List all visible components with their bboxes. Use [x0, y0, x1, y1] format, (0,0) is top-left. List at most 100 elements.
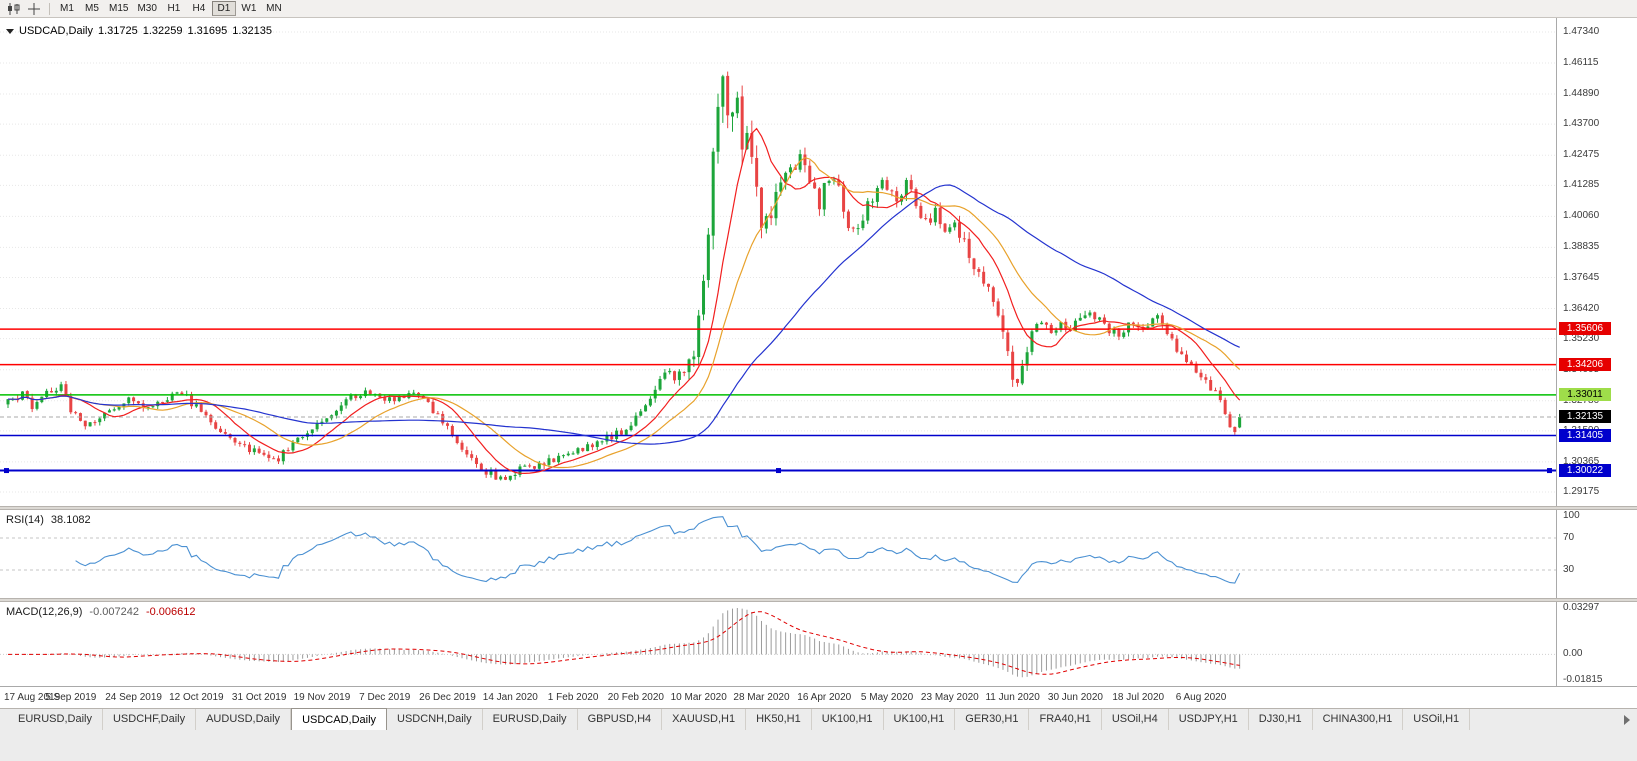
crosshair-icon[interactable]	[24, 2, 44, 16]
date-axis-label: 19 Nov 2019	[293, 692, 351, 703]
price-axis-label: 1.42475	[1563, 149, 1600, 161]
date-axis-label: 1 Feb 2020	[547, 692, 599, 703]
macd-canvas[interactable]	[0, 602, 1556, 686]
rsi-axis-label: 30	[1563, 564, 1575, 575]
date-axis-label: 14 Jan 2020	[482, 692, 538, 703]
price-level-badge: 1.34206	[1559, 357, 1611, 371]
rsi-value: 38.1082	[50, 514, 91, 526]
tab-china300-h1[interactable]: CHINA300,H1	[1313, 709, 1404, 730]
rsi-label: RSI(14)	[6, 514, 44, 526]
date-axis-label: 28 Mar 2020	[733, 692, 790, 703]
ohlc-close-value: 1.32135	[232, 25, 273, 37]
date-axis-label: 31 Oct 2019	[231, 692, 287, 703]
ohlc-open-value: 1.31725	[97, 25, 138, 37]
date-axis-label: 16 Apr 2020	[797, 692, 852, 703]
tab-usdchf-daily[interactable]: USDCHF,Daily	[103, 709, 197, 730]
chart-symbol-label: USDCAD,Daily	[19, 25, 93, 37]
timeframe-m15-button[interactable]: M15	[109, 3, 129, 14]
rsi-axis-label: 70	[1563, 532, 1575, 543]
timeframe-h4-button[interactable]: H4	[192, 3, 206, 14]
chart-tabs-row: EURUSD,Daily USDCHF,Daily AUDUSD,Daily USDC…	[0, 708, 1637, 730]
timeframe-m1-button[interactable]: M1	[60, 3, 74, 14]
date-axis-label: 30 Jun 2020	[1047, 692, 1103, 703]
tab-usdcnh-daily[interactable]: USDCNH,Daily	[387, 709, 483, 730]
price-axis-label: 1.29175	[1563, 486, 1600, 497]
timeframe-m5-button[interactable]: M5	[85, 3, 99, 14]
date-axis-label: 10 Mar 2020	[670, 692, 727, 703]
tab-xauusd-h1[interactable]: XAUUSD,H1	[662, 709, 747, 730]
tab-fra40-h1[interactable]: FRA40,H1	[1029, 709, 1102, 730]
timeframe-mn-button[interactable]: MN	[266, 3, 282, 14]
rsi-panel[interactable]: RSI(14) 38.1082	[0, 510, 1556, 598]
tab-eurusd-daily[interactable]: EURUSD,Daily	[8, 709, 103, 730]
tab-usoil-h4[interactable]: USOil,H4	[1102, 709, 1169, 730]
date-axis-label: 20 Feb 2020	[607, 692, 664, 703]
price-chart-panel[interactable]: USDCAD,Daily 1.31725 1.32259 1.31695 1.3…	[0, 18, 1556, 506]
timeframe-h1-button[interactable]: H1	[167, 3, 181, 14]
macd-axis-label: 0.03297	[1563, 602, 1600, 613]
rsi-axis[interactable]: 100 70 30	[1556, 510, 1637, 598]
tab-dj30-h1[interactable]: DJ30,H1	[1249, 709, 1313, 730]
macd-panel[interactable]: MACD(12,26,9) -0.007242 -0.006612	[0, 602, 1556, 686]
macd-header: MACD(12,26,9) -0.007242 -0.006612	[6, 606, 203, 618]
tab-uk100-h1[interactable]: UK100,H1	[812, 709, 884, 730]
time-axis[interactable]: 17 Aug 2019 5 Sep 2019 24 Sep 2019 12 Oct 2…	[0, 686, 1637, 708]
tab-ger30-h1[interactable]: GER30,H1	[955, 709, 1030, 730]
date-axis-label: 18 Jul 2020	[1112, 692, 1165, 703]
price-axis-label: 1.36420	[1563, 302, 1600, 314]
price-level-badge: 1.35606	[1559, 322, 1611, 336]
tab-usdjpy-h1[interactable]: USDJPY,H1	[1169, 709, 1249, 730]
price-level-badge: 1.30022	[1559, 463, 1611, 477]
date-axis-label: 5 May 2020	[860, 692, 914, 703]
price-level-badge: 1.31405	[1559, 428, 1611, 442]
candlestick-chart-icon[interactable]	[4, 2, 24, 16]
tab-usdcad-daily[interactable]: USDCAD,Daily	[291, 708, 388, 730]
panel-splitter[interactable]	[0, 598, 1637, 602]
price-axis-label: 1.38835	[1563, 241, 1600, 253]
price-axis-label: 1.47340	[1563, 26, 1600, 37]
macd-label: MACD(12,26,9)	[6, 606, 83, 618]
macd-axis[interactable]: 0.03297 0.00 -0.01815	[1556, 602, 1637, 686]
timeframe-w1-button[interactable]: W1	[241, 3, 257, 14]
tab-hk50-h1[interactable]: HK50,H1	[746, 709, 812, 730]
price-axis[interactable]: 1.47340 1.46115 1.44890 1.43700 1.42475 1.412…	[1556, 18, 1637, 506]
panel-splitter[interactable]	[0, 506, 1637, 510]
tab-audusd-daily[interactable]: AUDUSD,Daily	[196, 709, 292, 730]
tab-uk100-h1[interactable]: UK100,H1	[884, 709, 956, 730]
timeframe-m30-button[interactable]: M30	[137, 3, 157, 14]
tab-scroll-right-button[interactable]	[1624, 715, 1630, 725]
rsi-axis-label: 100	[1563, 510, 1580, 521]
price-axis-label: 1.43700	[1563, 118, 1600, 130]
date-axis-label: 7 Dec 2019	[359, 692, 411, 703]
collapse-caret-icon[interactable]	[6, 28, 14, 34]
macd-main-value: -0.007242	[89, 606, 139, 618]
price-axis-label: 1.41285	[1563, 179, 1600, 191]
macd-axis-label: -0.01815	[1563, 674, 1603, 685]
toolbar-separator	[49, 2, 50, 15]
date-axis-label: 5 Sep 2019	[45, 692, 97, 703]
candlestick-canvas[interactable]	[0, 18, 1556, 506]
date-axis-label: 24 Sep 2019	[105, 692, 162, 703]
date-axis-label: 12 Oct 2019	[169, 692, 224, 703]
price-axis-label: 1.30365	[1563, 455, 1600, 467]
price-axis-label: 1.46115	[1563, 57, 1599, 69]
price-axis-label: 1.35230	[1563, 332, 1600, 344]
macd-axis-label: 0.00	[1563, 648, 1583, 660]
tab-eurusd-daily[interactable]: EURUSD,Daily	[483, 709, 578, 730]
price-axis-label: 1.44890	[1563, 88, 1600, 100]
date-axis-label: 26 Dec 2019	[419, 692, 476, 703]
macd-signal-value: -0.006612	[145, 606, 196, 618]
tab-usoil-h1[interactable]: USOil,H1	[1403, 709, 1471, 730]
chart-ohlc-header: USDCAD,Daily 1.31725 1.32259 1.31695 1.3…	[6, 25, 277, 37]
tab-gbpusd-h4[interactable]: GBPUSD,H4	[578, 709, 663, 730]
rsi-canvas[interactable]	[0, 510, 1556, 598]
price-axis-label: 1.37645	[1563, 271, 1600, 283]
ohlc-low-value: 1.31695	[187, 25, 228, 37]
price-level-badge: 1.33011	[1559, 387, 1611, 401]
chart-tab-bar: EURUSD,Daily USDCHF,Daily AUDUSD,Daily USDC…	[0, 708, 1637, 761]
date-axis-label: 6 Aug 2020	[1175, 692, 1227, 703]
date-axis-label: 11 Jun 2020	[985, 692, 1040, 703]
current-price-badge: 1.32135	[1559, 410, 1611, 424]
timeframe-d1-button[interactable]: D1	[211, 1, 236, 16]
